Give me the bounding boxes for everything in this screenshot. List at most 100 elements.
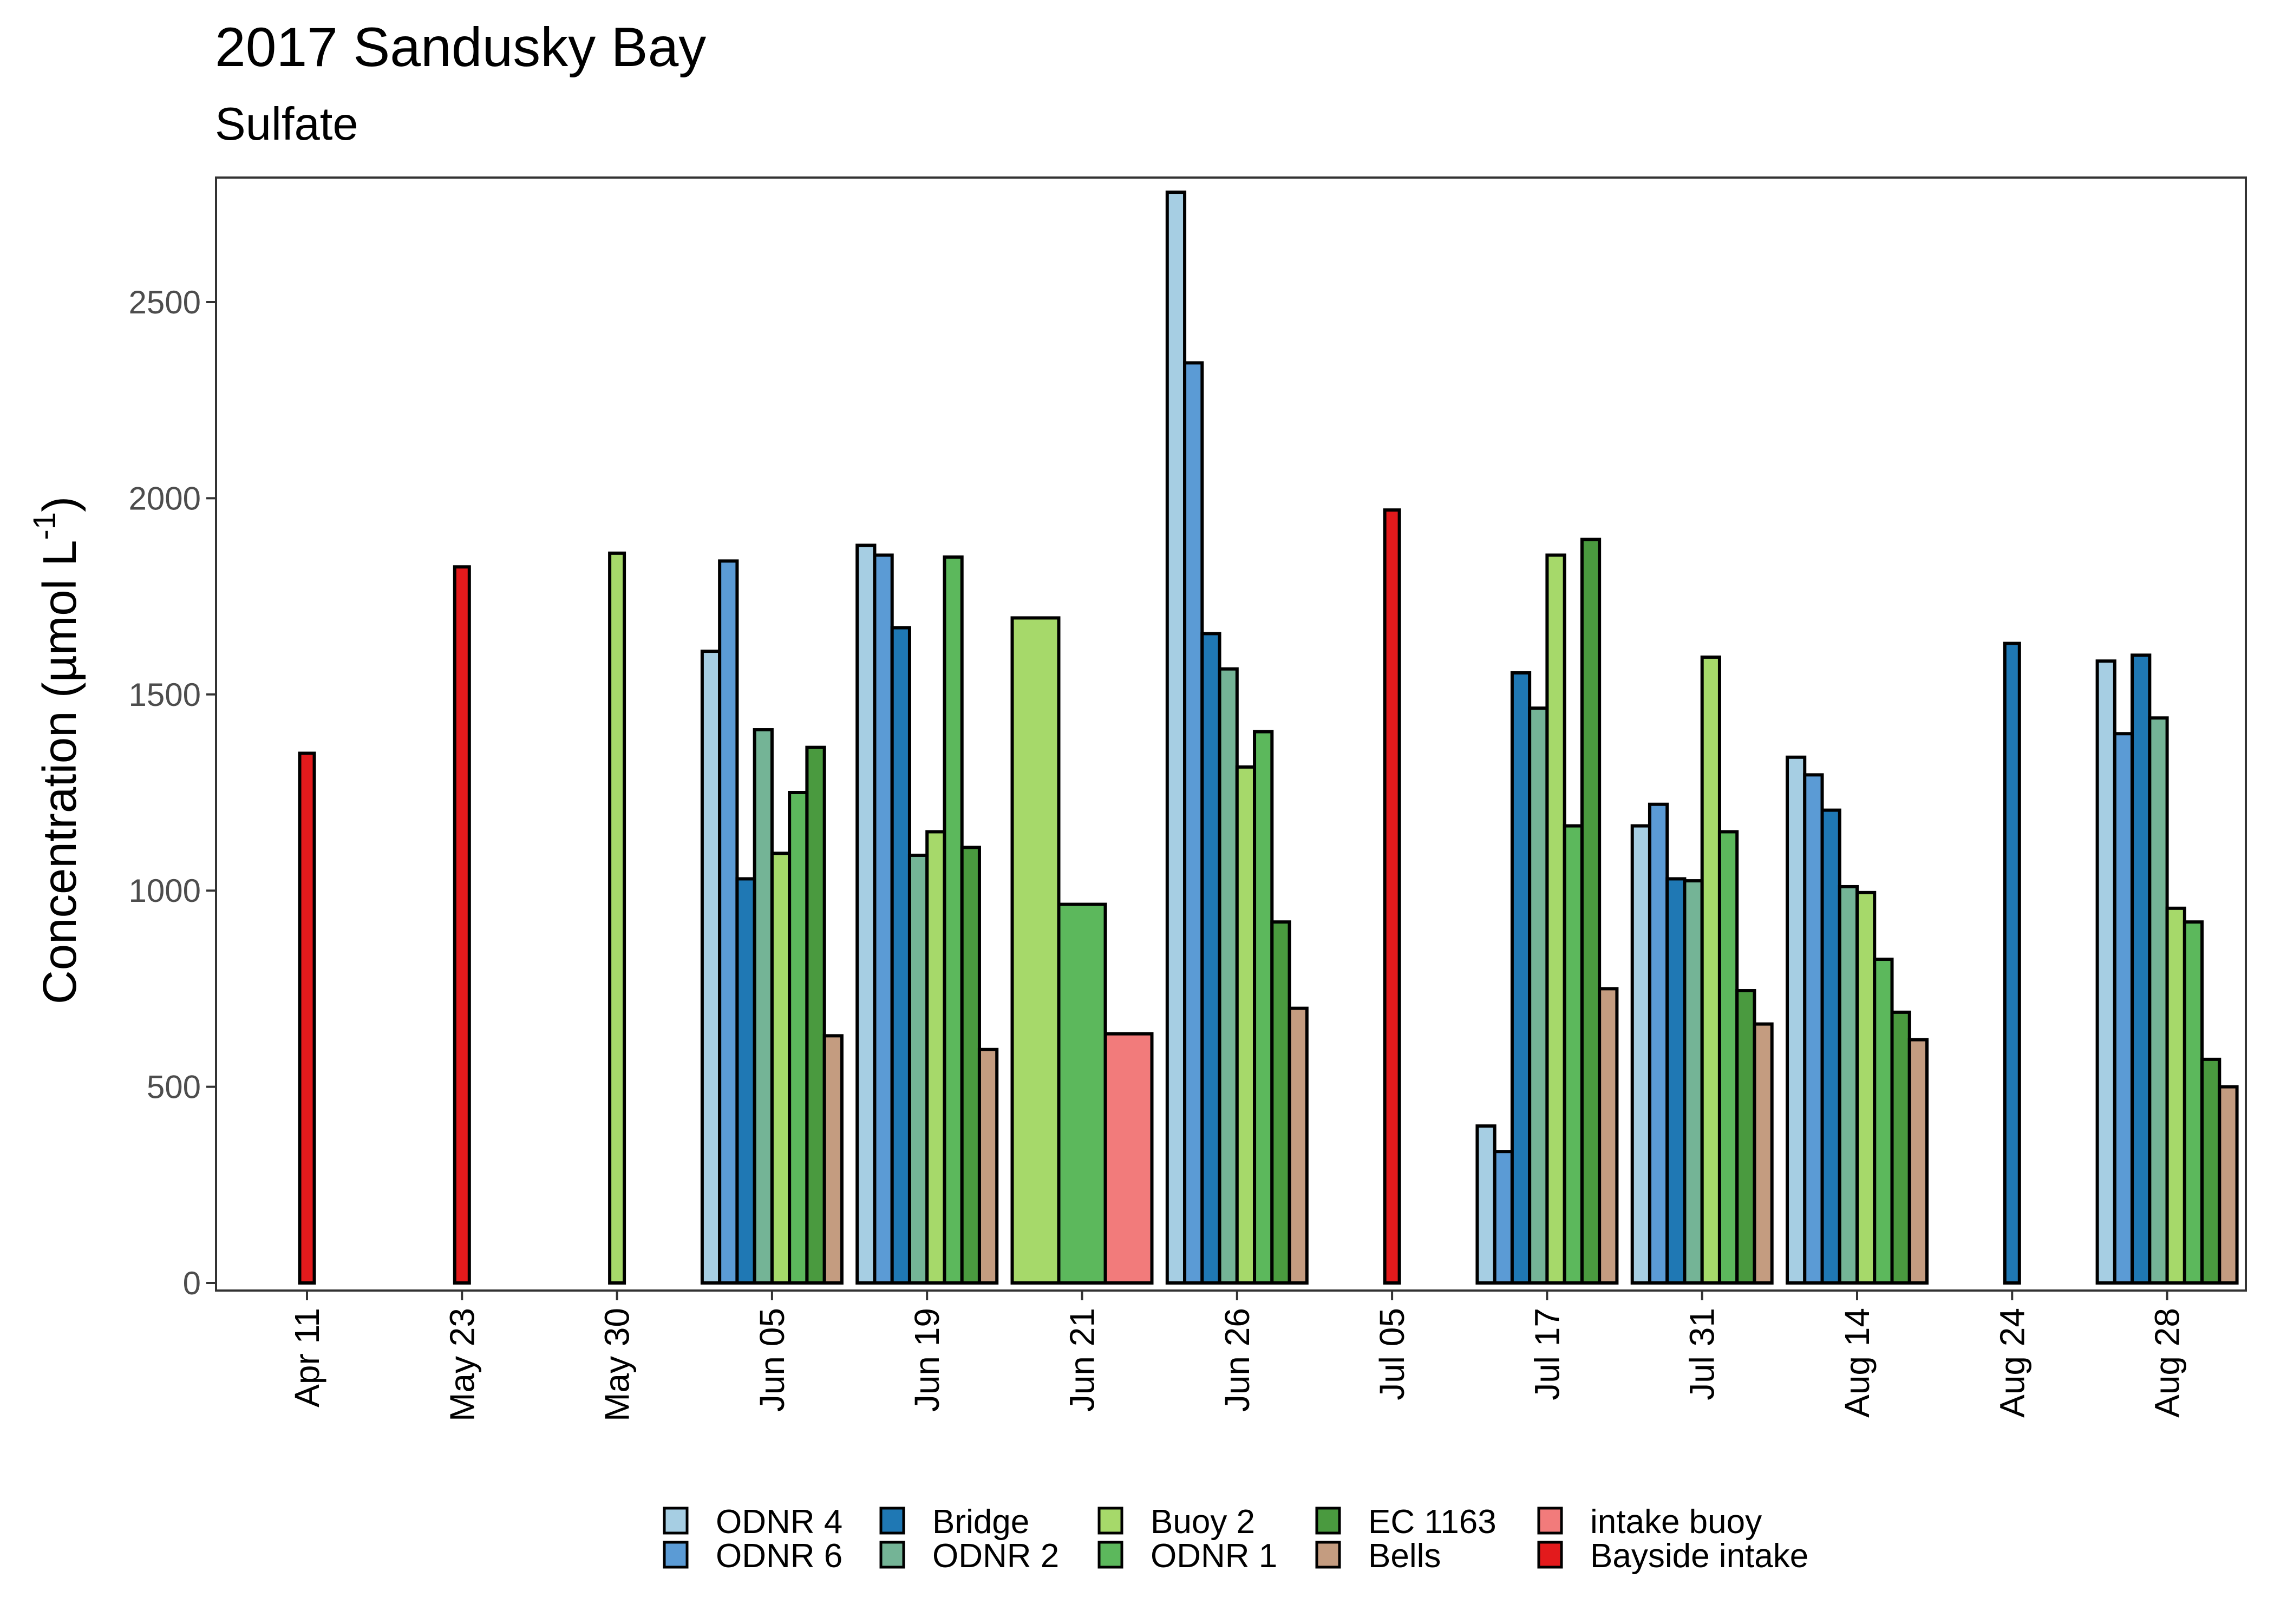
- x-tick-label: May 30: [598, 1308, 637, 1422]
- x-tick-label: Jun 05: [753, 1308, 792, 1412]
- bar-odnr-1-jun-19: [943, 555, 964, 1285]
- bar-odnr-2-aug-28: [2148, 716, 2169, 1285]
- bar-odnr-6-aug-14: [1803, 773, 1824, 1285]
- x-tick-label: Jun 19: [907, 1308, 946, 1412]
- bar-bells-jun-05: [822, 1034, 844, 1285]
- bar-bridge-jun-19: [890, 626, 911, 1285]
- bar-odnr-4-jun-26: [1165, 191, 1187, 1285]
- bar-buoy-2-may-30: [608, 551, 626, 1285]
- y-axis-label-superscript: -1: [27, 512, 62, 540]
- bar-odnr-4-jul-17: [1475, 1124, 1497, 1285]
- y-tick-label: 1500: [129, 677, 201, 713]
- y-axis: 0 500 1000 1500 2000 2500: [129, 284, 216, 1301]
- bar-bells-jul-31: [1753, 1022, 1774, 1285]
- bar-bridge-jul-31: [1665, 877, 1687, 1285]
- bar-buoy-2-aug-14: [1855, 890, 1877, 1285]
- bar-bayside-intake-jul-05: [1383, 508, 1401, 1285]
- bar-bayside-intake-apr-11: [298, 751, 316, 1285]
- legend-label-intake-buoy: intake buoy: [1590, 1503, 1762, 1541]
- x-tick-label: Jun 26: [1218, 1308, 1257, 1412]
- bar-ec-1163-jun-19: [960, 846, 981, 1285]
- y-tick-label: 0: [183, 1265, 201, 1301]
- bar-odnr-1-jun-21: [1057, 902, 1107, 1285]
- x-tick-label: Apr 11: [287, 1308, 326, 1407]
- legend-label-bayside-intake: Bayside intake: [1590, 1537, 1808, 1575]
- y-axis-label-close: ): [34, 496, 86, 512]
- legend-key-odnr-2: [879, 1541, 905, 1569]
- y-tick-label: 1000: [129, 873, 201, 909]
- bar-odnr-4-jul-31: [1630, 824, 1651, 1285]
- y-tick-label: 2500: [129, 284, 201, 320]
- y-tick-label: 2000: [129, 480, 201, 516]
- bar-odnr-4-jun-05: [700, 650, 722, 1285]
- bar-bayside-intake-may-23: [453, 565, 471, 1285]
- x-tick-label: Aug 24: [1992, 1308, 2031, 1418]
- bar-odnr-2-jun-05: [753, 728, 774, 1285]
- x-tick-label: May 23: [442, 1308, 481, 1422]
- bar-odnr-1-aug-28: [2182, 920, 2204, 1285]
- bar-odnr-2-jun-26: [1218, 667, 1239, 1285]
- bar-odnr-4-aug-28: [2095, 659, 2116, 1285]
- bar-odnr-2-jul-17: [1528, 706, 1549, 1285]
- bar-bells-jul-17: [1598, 987, 1619, 1285]
- x-tick-label: Jun 21: [1063, 1308, 1102, 1412]
- legend-key-odnr-1: [1097, 1541, 1123, 1569]
- legend-key-buoy-2: [1097, 1507, 1123, 1535]
- bar-odnr-6-jun-26: [1183, 361, 1204, 1285]
- bar-odnr-6-jun-19: [873, 553, 894, 1285]
- bar-odnr-2-aug-14: [1838, 885, 1859, 1285]
- legend-label-bridge: Bridge: [932, 1503, 1029, 1541]
- legend-key-intake-buoy: [1537, 1507, 1563, 1535]
- bar-odnr-1-jun-05: [788, 791, 809, 1285]
- plot-panel-border: [215, 176, 2247, 1292]
- bar-bells-jun-26: [1288, 1006, 1309, 1285]
- x-tick-label: Jul 05: [1373, 1308, 1412, 1400]
- bar-ec-1163-jul-17: [1580, 538, 1602, 1285]
- bar-odnr-4-aug-14: [1786, 755, 1807, 1285]
- legend-label-bells: Bells: [1368, 1537, 1441, 1575]
- bar-buoy-2-jul-17: [1545, 553, 1566, 1285]
- bar-odnr-1-jul-17: [1563, 824, 1584, 1285]
- bar-odnr-4-jun-19: [855, 543, 877, 1285]
- y-axis-label: Concentration (µmol L-1): [27, 496, 86, 1004]
- legend-key-odnr-4: [663, 1507, 689, 1535]
- chart-title: 2017 Sandusky Bay: [215, 16, 706, 78]
- legend-label-buoy-2: Buoy 2: [1151, 1503, 1255, 1541]
- bar-ec-1163-jul-31: [1735, 989, 1756, 1285]
- y-axis-label-main: Concentration (µmol L: [34, 540, 86, 1004]
- legend-key-bridge: [879, 1507, 905, 1535]
- bar-odnr-1-jul-31: [1717, 830, 1739, 1285]
- chart-subtitle: Sulfate: [215, 99, 358, 150]
- bar-bells-aug-14: [1907, 1038, 1929, 1285]
- bar-buoy-2-jun-19: [925, 830, 946, 1285]
- legend-key-bells: [1315, 1541, 1341, 1569]
- bar-ec-1163-aug-28: [2200, 1057, 2221, 1285]
- bar-odnr-1-aug-14: [1873, 958, 1894, 1285]
- legend-label-odnr-1: ODNR 1: [1151, 1537, 1277, 1575]
- bar-bridge-aug-28: [2131, 653, 2152, 1285]
- bar-bells-aug-28: [2218, 1085, 2239, 1285]
- bars-layer: [298, 191, 2239, 1285]
- bar-buoy-2-jun-05: [770, 852, 792, 1285]
- x-tick-label: Aug 14: [1838, 1308, 1877, 1418]
- bar-bells-jun-19: [977, 1047, 999, 1285]
- y-tick-label: 500: [147, 1069, 201, 1105]
- bar-ec-1163-jun-26: [1270, 920, 1291, 1285]
- bar-bridge-jun-05: [735, 877, 756, 1285]
- x-tick-label: Jul 17: [1527, 1308, 1566, 1400]
- bar-odnr-6-jun-05: [718, 559, 739, 1285]
- bar-buoy-2-jun-26: [1235, 765, 1257, 1285]
- legend-key-odnr-6: [663, 1541, 689, 1569]
- bar-odnr-2-jun-19: [907, 853, 929, 1285]
- bar-intake-buoy-jun-21: [1103, 1032, 1154, 1285]
- x-axis: Apr 11 May 23 May 30 Jun 05 Jun 19 Jun 21 Jun …: [287, 1291, 2187, 1422]
- legend-label-ec-1163: EC 1163: [1368, 1503, 1497, 1541]
- bar-odnr-1-jun-26: [1253, 730, 1274, 1285]
- bar-bridge-jun-26: [1200, 632, 1221, 1285]
- bar-odnr-6-aug-28: [2113, 732, 2134, 1285]
- bar-ec-1163-jun-05: [805, 745, 826, 1285]
- bar-odnr-6-jul-31: [1648, 802, 1669, 1285]
- bar-bridge-jul-17: [1510, 671, 1532, 1285]
